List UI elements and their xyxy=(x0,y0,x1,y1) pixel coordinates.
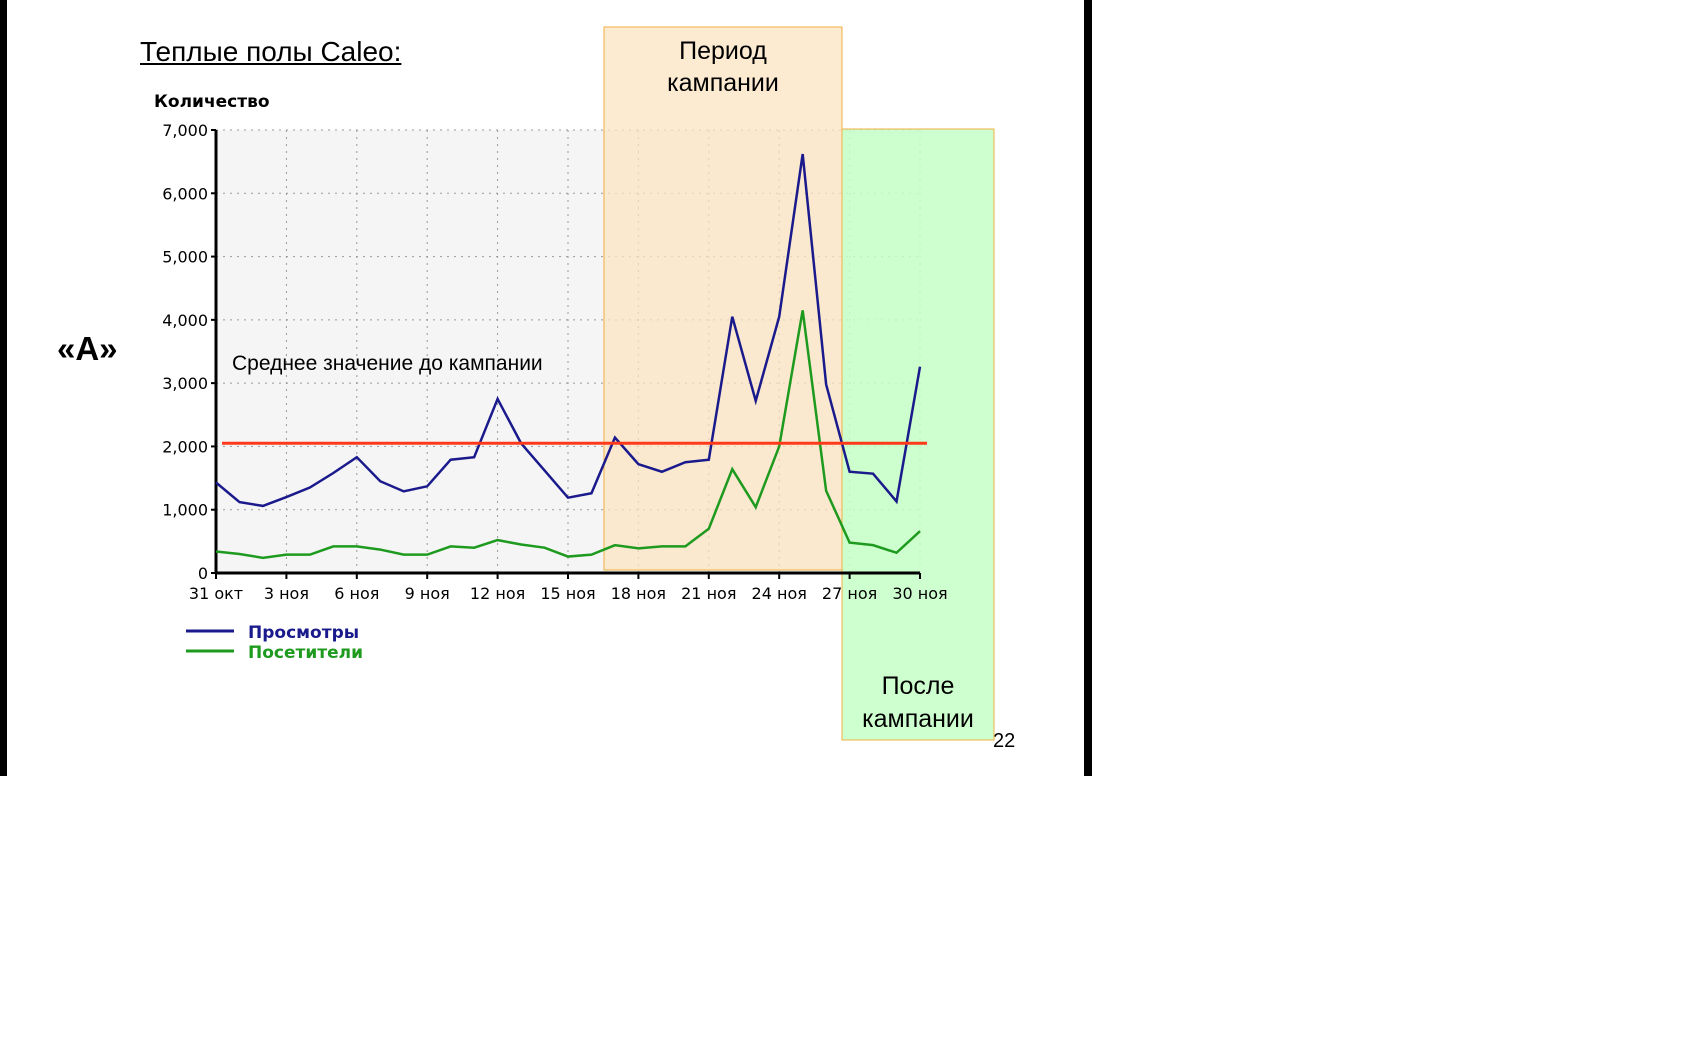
y-tick-label: 4,000 xyxy=(162,311,208,330)
y-tick-label: 7,000 xyxy=(162,121,208,140)
y-tick-label: 6,000 xyxy=(162,184,208,203)
x-tick-label: 31 окт xyxy=(189,584,243,603)
reference-line-label: Среднее значение до кампании xyxy=(232,352,543,375)
x-tick-label: 15 ноя xyxy=(540,584,595,603)
x-tick-label: 3 ноя xyxy=(264,584,309,603)
y-tick-label: 0 xyxy=(198,564,208,583)
campaign-label-line2: кампании xyxy=(667,69,779,97)
x-tick-label: 6 ноя xyxy=(334,584,379,603)
x-tick-label: 18 ноя xyxy=(611,584,666,603)
x-tick-label: 27 ноя xyxy=(822,584,877,603)
y-tick-label: 2,000 xyxy=(162,437,208,456)
legend-visitors-label: Посетители xyxy=(248,643,363,663)
y-tick-label: 3,000 xyxy=(162,374,208,393)
after-label-line1: После xyxy=(882,672,955,700)
page-number: 22 xyxy=(993,730,1016,752)
y-tick-label: 1,000 xyxy=(162,501,208,520)
right-border xyxy=(1084,0,1092,776)
y-axis-label: Количество xyxy=(154,92,270,112)
slide-title: Теплые полы Caleo: xyxy=(140,36,402,67)
left-border xyxy=(0,0,7,776)
x-tick-label: 24 ноя xyxy=(752,584,807,603)
y-tick-label: 5,000 xyxy=(162,248,208,267)
slide-label: «A» xyxy=(57,330,118,367)
x-tick-label: 9 ноя xyxy=(405,584,450,603)
campaign-period-region xyxy=(603,26,843,571)
campaign-label-line1: Период xyxy=(679,37,767,65)
x-tick-label: 30 ноя xyxy=(892,584,947,603)
x-tick-label: 12 ноя xyxy=(470,584,525,603)
x-tick-label: 21 ноя xyxy=(681,584,736,603)
legend-views-label: Просмотры xyxy=(248,623,359,643)
post-campaign-region xyxy=(841,128,995,741)
after-label-line2: кампании xyxy=(862,705,974,733)
